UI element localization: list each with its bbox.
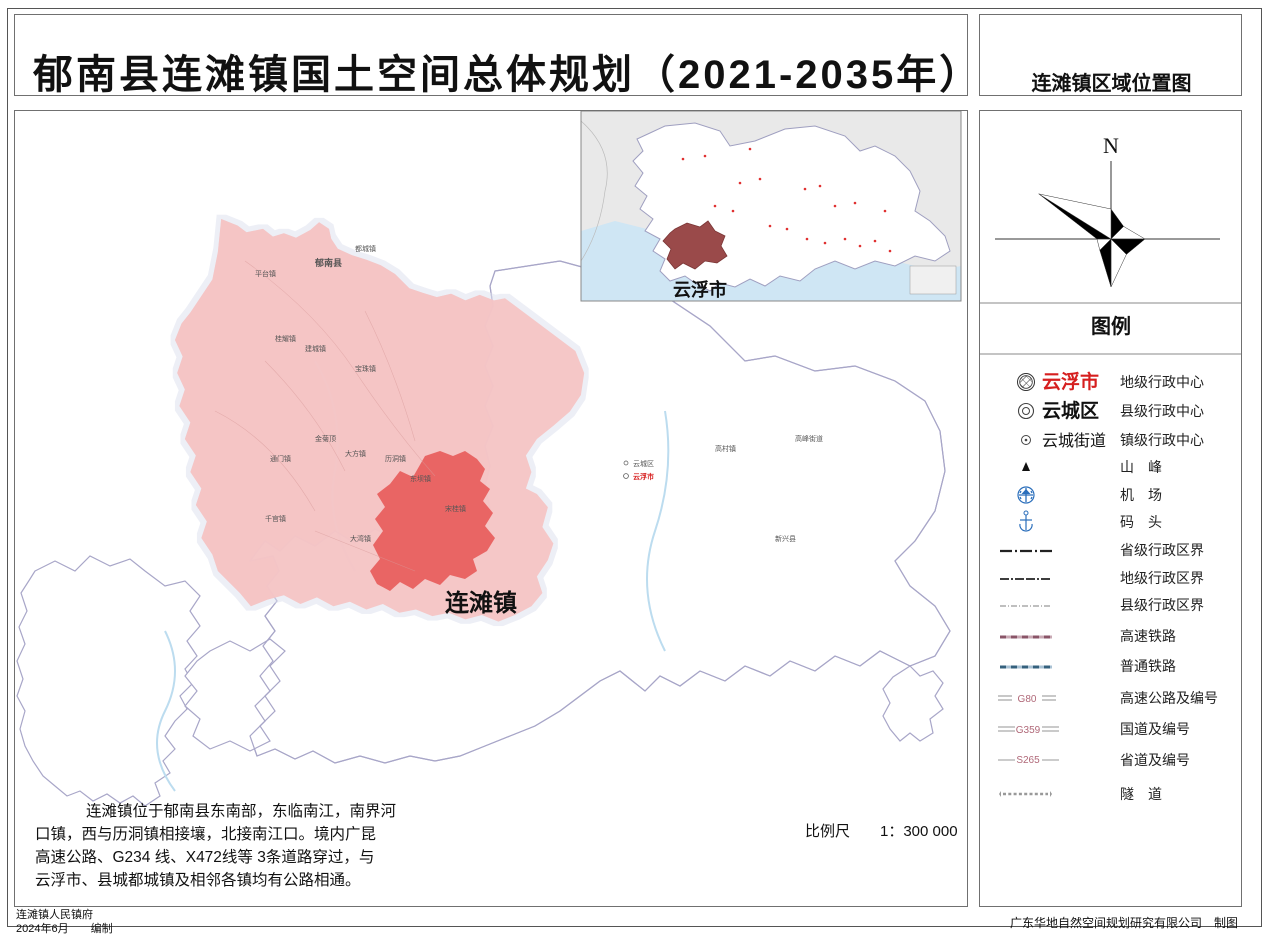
- svg-text:郁南县: 郁南县: [314, 257, 342, 268]
- svg-text:省道及编号: 省道及编号: [1120, 752, 1190, 768]
- svg-text:高速公路及编号: 高速公路及编号: [1120, 690, 1218, 706]
- svg-text:云城街道: 云城街道: [1042, 432, 1106, 450]
- svg-text:N: N: [1103, 133, 1119, 158]
- svg-text:金菊顶: 金菊顶: [315, 434, 336, 443]
- svg-text:机 场: 机 场: [1120, 487, 1162, 503]
- svg-text:高村镇: 高村镇: [715, 444, 736, 453]
- svg-text:连滩镇: 连滩镇: [445, 589, 517, 617]
- svg-text:建城镇: 建城镇: [305, 344, 326, 353]
- svg-text:通门镇: 通门镇: [270, 454, 291, 463]
- svg-text:宋桂镇: 宋桂镇: [445, 504, 466, 513]
- svg-text:G80: G80: [1018, 694, 1037, 705]
- svg-text:高速公路、G234 线、X472线等 3条道路穿过，与: 高速公路、G234 线、X472线等 3条道路穿过，与: [35, 848, 374, 866]
- svg-text:云浮市: 云浮市: [1042, 370, 1099, 393]
- svg-text:隧 道: 隧 道: [1120, 786, 1162, 802]
- svg-text:云城区: 云城区: [1042, 399, 1099, 422]
- svg-text:普通铁路: 普通铁路: [1120, 658, 1176, 674]
- svg-text:大方镇: 大方镇: [345, 449, 366, 458]
- svg-text:云浮市、县城都城镇及相邻各镇均有公路相通。: 云浮市、县城都城镇及相邻各镇均有公路相通。: [35, 871, 361, 889]
- svg-text:比例尺 1：300 000: 比例尺 1：300 000: [805, 823, 958, 840]
- svg-text:国道及编号: 国道及编号: [1120, 721, 1190, 737]
- svg-text:G359: G359: [1016, 725, 1041, 736]
- svg-text:口镇，西与历洞镇相接壤，北接南江口。境内广昆: 口镇，西与历洞镇相接壤，北接南江口。境内广昆: [35, 824, 376, 843]
- svg-text:云浮市: 云浮市: [673, 279, 727, 300]
- svg-text:地级行政区界: 地级行政区界: [1120, 570, 1204, 586]
- svg-text:码 头: 码 头: [1120, 514, 1162, 530]
- svg-text:镇级行政中心: 镇级行政中心: [1120, 432, 1204, 448]
- svg-text:千官镇: 千官镇: [265, 514, 286, 523]
- svg-text:县级行政中心: 县级行政中心: [1120, 403, 1204, 419]
- svg-text:云城区: 云城区: [633, 460, 654, 468]
- svg-text:高速铁路: 高速铁路: [1120, 628, 1176, 644]
- svg-text:高峰街道: 高峰街道: [795, 434, 823, 443]
- svg-text:县级行政区界: 县级行政区界: [1120, 597, 1204, 613]
- svg-text:大湾镇: 大湾镇: [350, 534, 371, 543]
- svg-text:S265: S265: [1016, 755, 1040, 766]
- svg-text:平台镇: 平台镇: [255, 269, 276, 278]
- svg-text:图例: 图例: [1091, 314, 1131, 338]
- svg-text:山 峰: 山 峰: [1120, 459, 1162, 475]
- svg-text:地级行政中心: 地级行政中心: [1120, 374, 1204, 390]
- svg-text:连滩镇位于郁南县东南部，东临南江，南界河: 连滩镇位于郁南县东南部，东临南江，南界河: [55, 802, 396, 820]
- svg-text:省级行政区界: 省级行政区界: [1120, 542, 1204, 558]
- svg-text:新兴县: 新兴县: [775, 534, 796, 543]
- svg-text:桂耀镇: 桂耀镇: [275, 334, 296, 343]
- svg-text:宝珠镇: 宝珠镇: [355, 364, 376, 373]
- svg-text:都城镇: 都城镇: [355, 244, 376, 253]
- svg-text:历洞镇: 历洞镇: [385, 454, 406, 463]
- svg-text:东坝镇: 东坝镇: [410, 474, 431, 483]
- svg-text:云浮市: 云浮市: [633, 472, 654, 481]
